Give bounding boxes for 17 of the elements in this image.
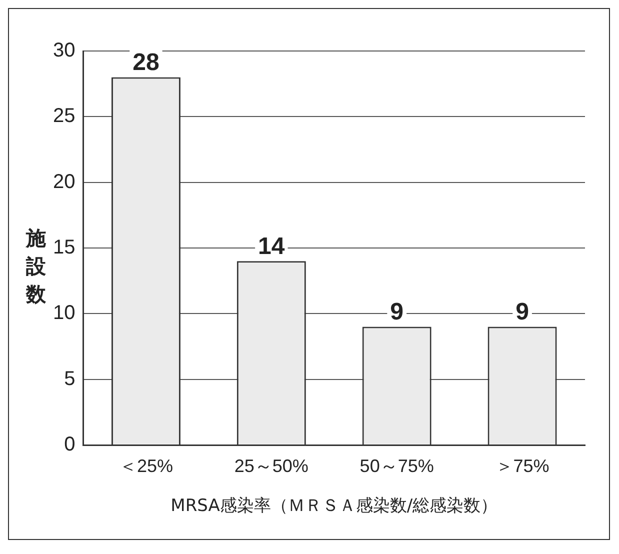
- y-tick-label: 30: [52, 40, 76, 62]
- y-axis-title: 施設数: [26, 225, 46, 308]
- data-label: 9: [516, 298, 529, 326]
- data-label: 28: [132, 48, 160, 76]
- y-tick-label: 20: [52, 170, 76, 193]
- y-tick-label: 15: [52, 236, 76, 259]
- y-tick-label: 25: [52, 105, 76, 128]
- y-tick-label: 0: [64, 434, 76, 456]
- y-tick-label: 10: [52, 302, 76, 324]
- x-tick-label: 25～50%: [234, 456, 308, 476]
- x-tick-label: ＞75%: [495, 456, 550, 476]
- data-label: 9: [390, 298, 404, 326]
- x-axis-title: MRSA感染率（ＭＲＳＡ感染数/総感染数）: [170, 496, 498, 516]
- y-tick-label: 5: [64, 368, 76, 390]
- x-tick-label: 50～75%: [360, 456, 434, 476]
- x-tick-label: ＜25%: [118, 456, 173, 476]
- data-label: 14: [258, 232, 286, 260]
